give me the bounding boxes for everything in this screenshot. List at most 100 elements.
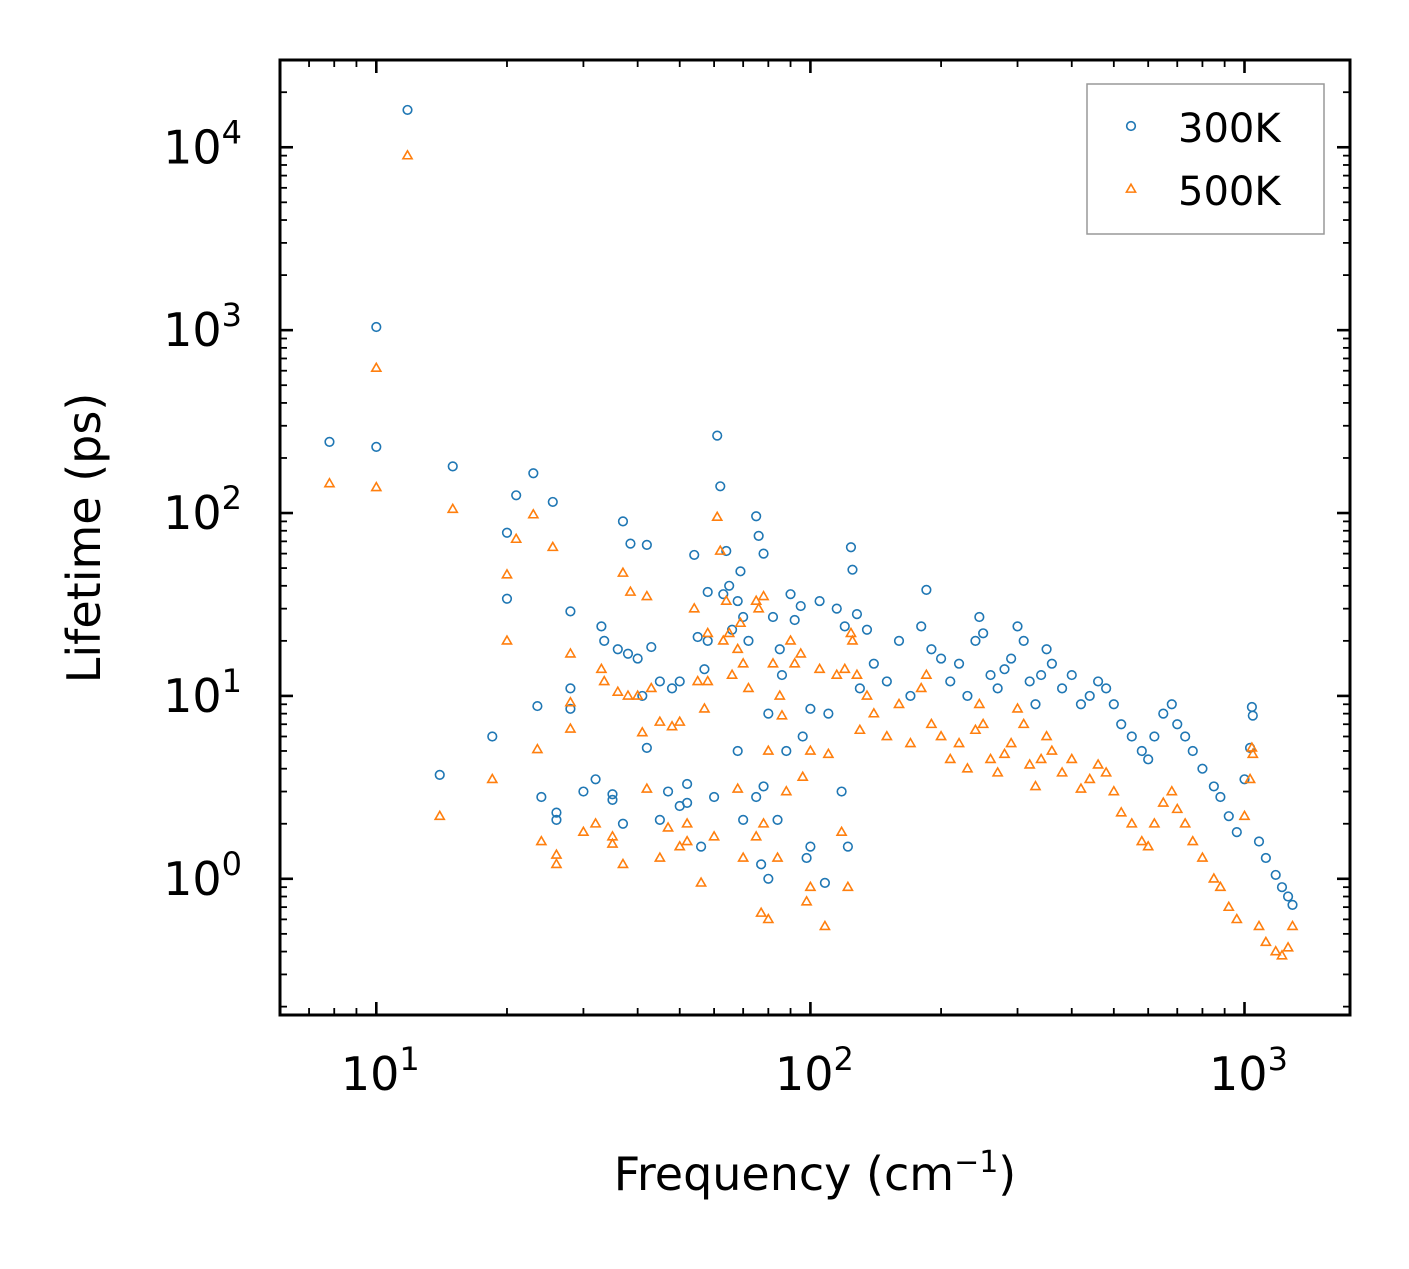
data-point [511,490,522,501]
data-point [1066,669,1077,681]
data-point [371,441,382,452]
data-point [724,580,735,591]
data-point [850,668,863,679]
data-point [767,611,779,623]
data-point [1005,736,1018,748]
x-tick-label: 101 [341,1040,420,1101]
data-point [501,568,513,579]
data-point [1196,851,1209,862]
data-point [758,548,769,559]
data-point [1045,744,1058,755]
data-point [702,586,713,598]
data-point [589,817,602,828]
data-point [1012,621,1023,632]
data-point [841,880,854,892]
data-point [750,830,763,841]
data-point [756,859,767,870]
data-point [1092,758,1105,769]
data-point [944,752,957,764]
data-point [717,634,730,645]
data-point [1006,653,1017,664]
data-point [654,676,665,687]
data-point [1157,796,1170,807]
data-point [681,817,694,828]
data-point [487,731,498,742]
data-point [640,782,653,793]
data-point [757,590,770,601]
data-point [893,697,905,709]
data-point [742,681,755,693]
data-point [737,851,750,862]
data-point [757,817,770,828]
data-point [1040,730,1053,741]
data-point [920,668,933,679]
x-axis-label: Frequency (cm−1) [614,1145,1017,1201]
data-point [835,825,848,837]
data-point [1208,781,1219,792]
data-point [973,697,986,709]
data-point [1223,811,1234,822]
data-point [550,848,563,859]
data-point [1108,699,1119,710]
data-point [606,837,619,848]
data-point [1238,809,1251,821]
data-point [731,782,744,793]
data-point [598,675,611,686]
data-point [370,361,383,373]
data-point [734,616,747,628]
data-point [531,742,544,754]
data-point [836,786,847,797]
data-point [1282,941,1295,952]
data-point [551,814,562,825]
data-point [1036,669,1047,681]
data-point [830,668,843,679]
data-point [1075,782,1087,793]
data-point [773,689,786,700]
data-point [532,700,543,712]
y-tick-label: 100 [163,845,242,906]
data-point [688,602,701,613]
data-point [607,789,618,800]
data-point [935,653,947,664]
legend-marker [1125,120,1137,132]
data-point [702,635,713,646]
tick-labels: 101 102 103 100 101 102 103 104 [163,113,1288,1101]
data-point [527,508,540,519]
data-point [1276,882,1288,893]
data-point [654,814,665,825]
data-point [823,708,834,719]
data-point [784,634,797,645]
data-point [1011,702,1024,713]
data-point [646,641,657,653]
data-point [622,648,634,659]
series-500k [323,149,1299,960]
data-point [1215,791,1226,803]
data-point [1041,644,1052,655]
data-point [805,841,816,852]
data-point [712,430,723,441]
y-tick-label: 104 [163,113,242,174]
data-point [632,653,643,664]
data-point [625,538,636,549]
data-point [961,762,974,773]
data-point [794,647,807,658]
y-tick-label: 103 [163,296,242,357]
data-point [945,676,956,687]
data-point [925,717,938,729]
data-point [595,662,608,674]
data-point [1270,869,1281,881]
data-point [1231,827,1242,838]
data-point [1207,872,1220,883]
data-point [1149,731,1160,742]
data-point [985,669,996,681]
data-point [611,685,624,696]
legend-label-300k: 300K [1178,106,1282,152]
data-point [789,614,800,626]
data-point [796,770,809,781]
data-point [999,664,1010,675]
data-point [762,744,775,755]
data-point [1214,880,1227,892]
data-point [607,794,618,806]
data-point [804,744,817,755]
data-point [861,689,873,700]
